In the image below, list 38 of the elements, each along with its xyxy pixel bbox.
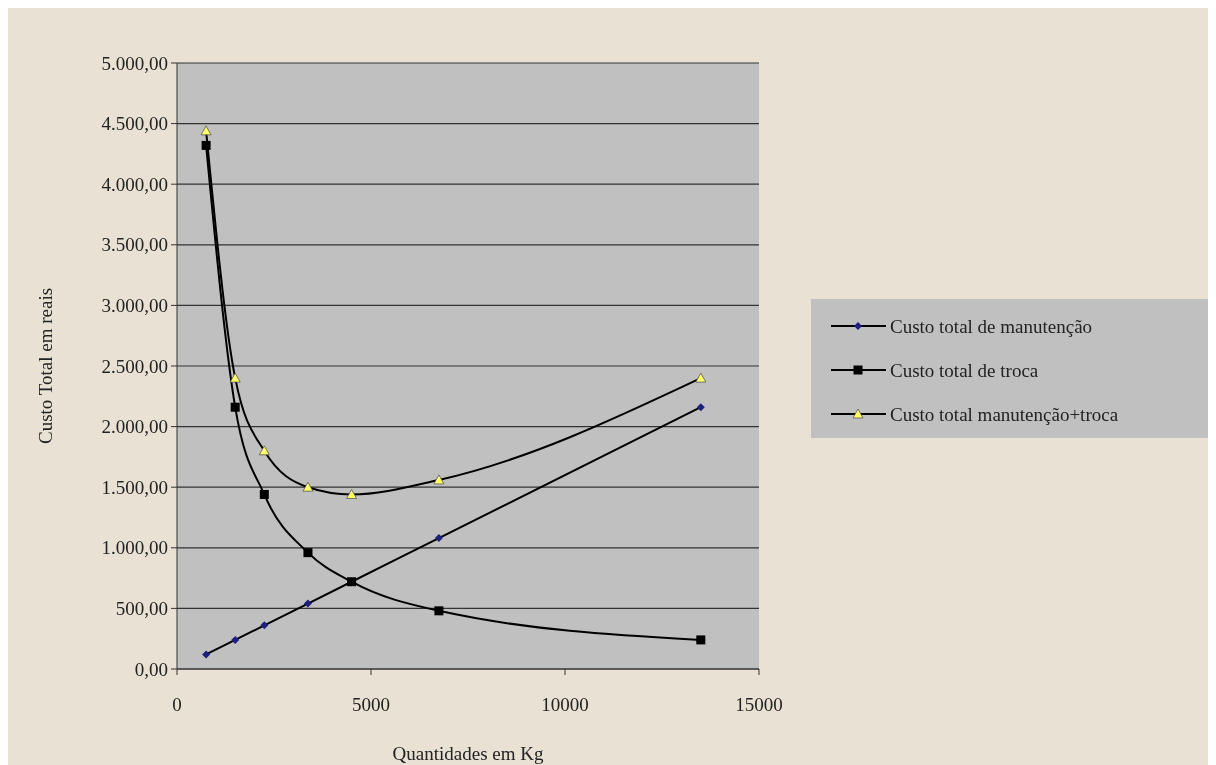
y-tick-label: 3.500,00 (101, 234, 168, 256)
point (303, 548, 313, 558)
x-tick-label: 0 (172, 694, 182, 715)
point (346, 489, 357, 499)
point (200, 125, 212, 136)
x-tick-label: 15000 (735, 694, 783, 715)
point (696, 403, 705, 412)
point (231, 635, 240, 644)
legend-label: Custo total de manutenção (890, 315, 1093, 337)
y-axis-title: Custo Total em reais (35, 287, 56, 445)
point (695, 372, 707, 383)
y-tick-label: 3.000,00 (101, 295, 168, 317)
point (259, 489, 269, 499)
y-tick-label: 1.500,00 (101, 476, 168, 498)
x-tick-label: 5000 (352, 694, 390, 715)
x-tick-label: 10000 (541, 694, 589, 715)
y-tick-label: 5.000,00 (101, 52, 168, 74)
y-tick-label: 1.000,00 (101, 537, 168, 559)
y-tick-label: 2.000,00 (101, 416, 168, 438)
point (229, 372, 241, 383)
point (202, 650, 211, 659)
legend-label: Custo total de troca (890, 359, 1039, 381)
point (696, 635, 706, 645)
x-axis-title: Quantidades em Kg (392, 743, 544, 764)
point (302, 481, 314, 492)
point (230, 402, 240, 412)
point (303, 599, 312, 608)
y-tick-label: 2.500,00 (101, 355, 168, 377)
y-tick-label: 4.500,00 (101, 113, 168, 135)
legend-label: Custo total manutenção+troca (890, 403, 1119, 425)
y-tick-label: 4.000,00 (101, 173, 168, 195)
y-tick-label: 500,00 (115, 598, 168, 620)
point (258, 445, 270, 456)
point (434, 534, 443, 543)
point (260, 621, 269, 630)
point (433, 474, 445, 485)
y-tick-label: 0,00 (134, 658, 168, 680)
point (434, 606, 444, 616)
